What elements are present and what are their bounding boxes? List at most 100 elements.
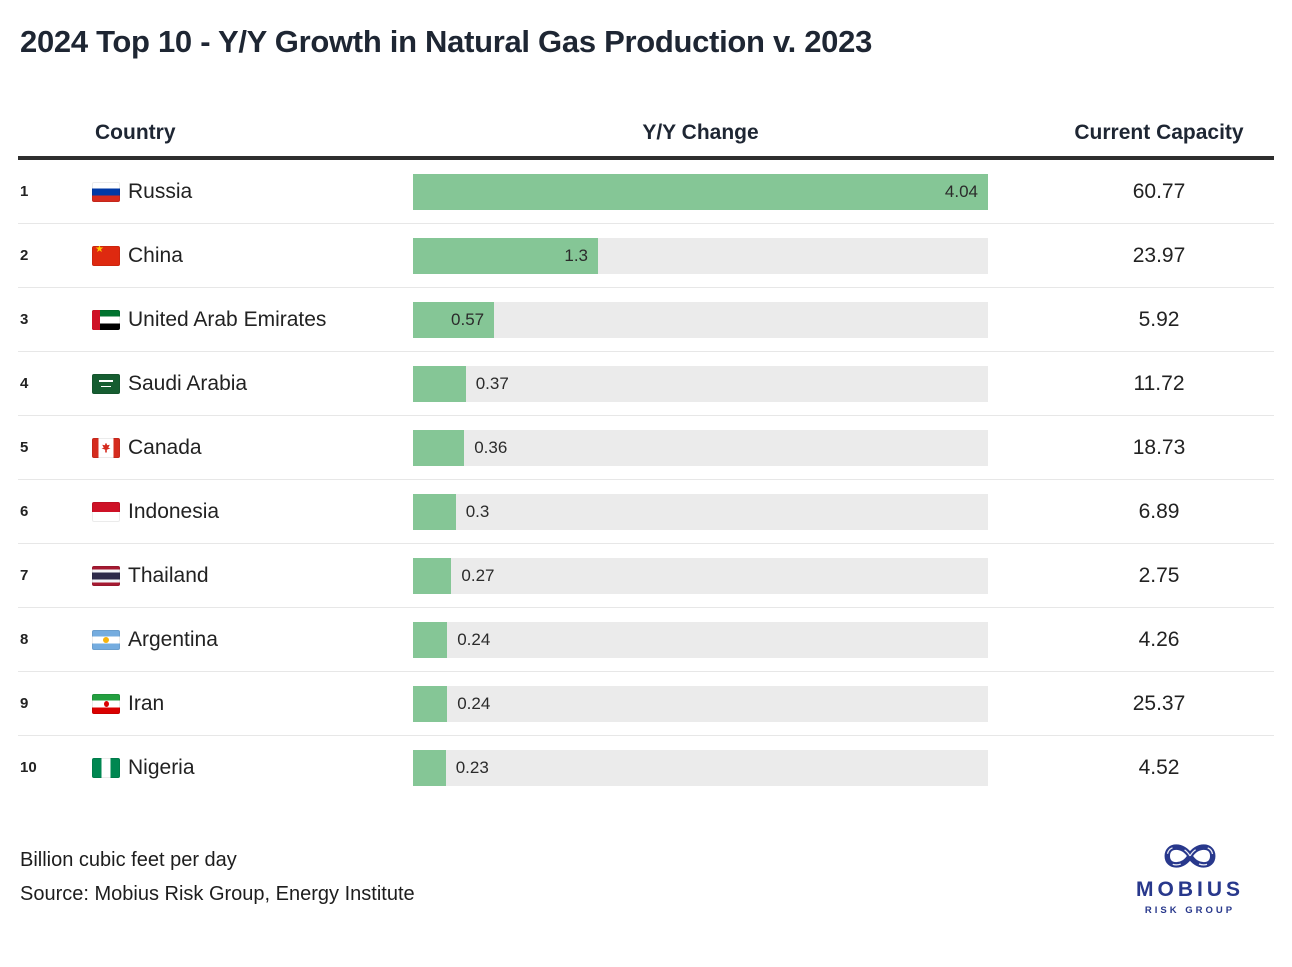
rank-label: 8 [20, 631, 29, 648]
canada-flag-icon [92, 437, 120, 458]
country-name: Russia [128, 179, 193, 203]
iran-flag-icon [92, 693, 120, 714]
bar-value-label: 4.04 [944, 181, 978, 201]
rank-label: 2 [20, 247, 29, 264]
thailand-flag-icon [92, 565, 120, 586]
table-row: 9 Iran 0.24 25.37 [18, 672, 1274, 736]
country-name: Saudi Arabia [128, 371, 248, 395]
ranking-table: Country Y/Y Change Current Capacity 1 Rus… [18, 110, 1274, 799]
unit-note: Billion cubic feet per day [20, 849, 237, 871]
country-name: Thailand [128, 563, 209, 587]
country-name: Nigeria [128, 755, 195, 779]
yy-change-bar-cell: 0.3 [413, 493, 988, 530]
yy-change-column-header: Y/Y Change [642, 121, 759, 144]
yy-change-bar-cell: 0.27 [413, 557, 988, 594]
yy-change-bar-cell: 0.23 [413, 749, 988, 786]
table-body: 1 Russia 4.04 60.77 2 China 1.3 23.97 3 United Ar… [18, 160, 1274, 799]
page-title: 2024 Top 10 - Y/Y Growth in Natural Gas … [20, 24, 873, 59]
bar-track: 0.24 [413, 621, 988, 658]
source-note: Source: Mobius Risk Group, Energy Instit… [20, 883, 415, 905]
country-cell: Argentina [92, 628, 413, 652]
bar-value-label: 0.24 [457, 693, 491, 713]
bar-track: 4.04 [413, 173, 988, 210]
country-name: Iran [128, 691, 165, 715]
saudi-arabia-flag-icon [92, 373, 120, 394]
logo-brand-text: MOBIUS [1136, 878, 1244, 901]
current-capacity-value: 23.97 [1132, 243, 1186, 267]
country-name: Argentina [128, 627, 218, 651]
yy-change-bar-cell: 0.36 [413, 429, 988, 466]
rank-label: 5 [20, 439, 29, 456]
bar-value-label: 0.57 [451, 309, 485, 329]
country-column-header: Country [95, 121, 176, 144]
country-cell: Saudi Arabia [92, 372, 413, 396]
yy-change-bar-cell: 0.57 [413, 301, 988, 338]
bar-fill [413, 429, 465, 466]
bar-track: 1.3 [413, 237, 988, 274]
country-name: China [128, 243, 183, 267]
current-capacity-value: 18.73 [1132, 435, 1186, 459]
logo-tagline-text: RISK GROUP [1144, 905, 1236, 916]
bar-track: 0.57 [413, 301, 988, 338]
country-name: Indonesia [128, 499, 220, 523]
bar-value-label: 0.27 [461, 565, 495, 585]
yy-change-bar-cell: 0.37 [413, 365, 988, 402]
russia-flag-icon [92, 181, 120, 202]
country-cell: Iran [92, 692, 413, 716]
bar-fill [413, 749, 446, 786]
rank-label: 10 [20, 759, 37, 776]
bar-track: 0.37 [413, 365, 988, 402]
country-cell: Canada [92, 436, 413, 460]
yy-change-bar-cell: 0.24 [413, 621, 988, 658]
current-capacity-value: 6.89 [1138, 499, 1180, 523]
bar-track: 0.27 [413, 557, 988, 594]
table-row: 6 Indonesia 0.3 6.89 [18, 480, 1274, 544]
rank-label: 4 [20, 375, 29, 392]
yy-change-bar-cell: 1.3 [413, 237, 988, 274]
bar-fill [413, 493, 456, 530]
bar-value-label: 1.3 [564, 245, 588, 265]
country-cell: Nigeria [92, 756, 413, 780]
bar-value-label: 0.23 [455, 757, 489, 777]
table-row: 7 Thailand 0.27 2.75 [18, 544, 1274, 608]
country-name: Canada [128, 435, 202, 459]
country-cell: Russia [92, 180, 413, 204]
current-capacity-value: 5.92 [1138, 307, 1180, 331]
country-cell: Indonesia [92, 500, 413, 524]
bar-track: 0.24 [413, 685, 988, 722]
nigeria-flag-icon [92, 757, 120, 778]
rank-label: 3 [20, 311, 29, 328]
current-capacity-value: 2.75 [1138, 563, 1180, 587]
china-flag-icon [92, 245, 120, 266]
yy-change-bar-cell: 4.04 [413, 173, 988, 210]
table-header-row: Country Y/Y Change Current Capacity [18, 110, 1274, 160]
bar-track: 0.36 [413, 429, 988, 466]
bar-fill [413, 173, 988, 210]
rank-label: 1 [20, 183, 29, 200]
table-row: 4 Saudi Arabia 0.37 11.72 [18, 352, 1274, 416]
table-row: 10 Nigeria 0.23 4.52 [18, 736, 1274, 799]
bar-value-label: 0.3 [465, 501, 490, 521]
indonesia-flag-icon [92, 501, 120, 522]
bar-fill [413, 557, 452, 594]
footer-notes: Billion cubic feet per day Source: Mobiu… [20, 843, 1272, 911]
bar-fill [413, 685, 448, 722]
bar-fill [413, 365, 466, 402]
yy-change-bar-cell: 0.24 [413, 685, 988, 722]
table-row: 1 Russia 4.04 60.77 [18, 160, 1274, 224]
mobius-logo: MOBIUS RISK GROUP [1110, 836, 1270, 916]
current-capacity-value: 4.52 [1138, 755, 1180, 779]
argentina-flag-icon [92, 629, 120, 650]
bar-value-label: 0.24 [457, 629, 491, 649]
country-cell: Thailand [92, 564, 413, 588]
current-capacity-column-header: Current Capacity [1074, 121, 1244, 144]
current-capacity-value: 25.37 [1132, 691, 1186, 715]
infinity-icon [1164, 844, 1216, 868]
country-cell: China [92, 244, 413, 268]
rank-label: 9 [20, 695, 29, 712]
table-row: 5 Canada 0.36 18.73 [18, 416, 1274, 480]
rank-label: 6 [20, 503, 29, 520]
country-name: United Arab Emirates [128, 307, 327, 331]
bar-fill [413, 621, 448, 658]
